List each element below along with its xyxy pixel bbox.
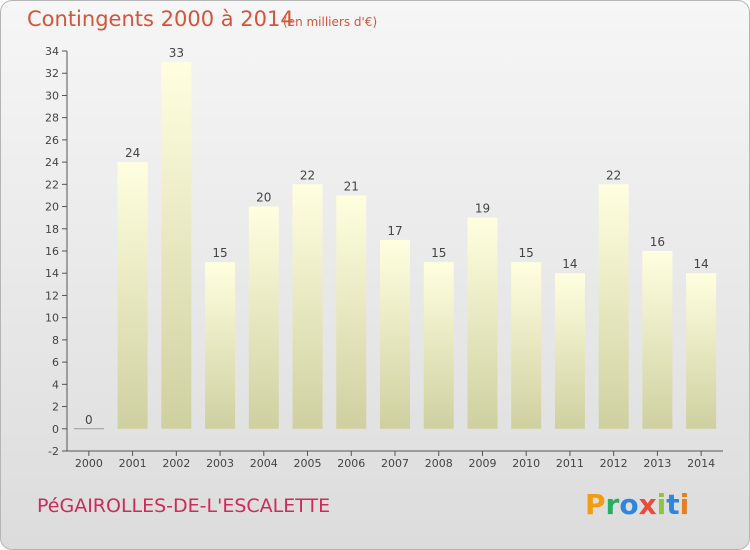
data-label: 22: [606, 168, 621, 182]
bar: [467, 217, 498, 429]
y-tick-label: 18: [45, 223, 59, 236]
bar: [686, 273, 717, 429]
data-label: 19: [475, 202, 490, 216]
commune-name: PéGAIROLLES-DE-L'ESCALETTE: [37, 495, 331, 517]
bar: [554, 273, 585, 429]
y-tick-label: 8: [52, 334, 59, 347]
logo-letter: r: [605, 488, 620, 521]
y-tick-label: 30: [45, 89, 59, 102]
data-label: 15: [431, 246, 446, 260]
bar: [205, 262, 236, 429]
data-label: 14: [693, 257, 708, 271]
x-tick-label: 2009: [468, 457, 496, 470]
y-tick-label: 32: [45, 67, 59, 80]
bar: [598, 184, 629, 429]
logo-letter: o: [619, 488, 639, 521]
bar: [423, 262, 454, 429]
bar: [292, 184, 323, 429]
y-tick-label: 12: [45, 289, 59, 302]
bar: [642, 251, 673, 429]
x-tick-label: 2005: [294, 457, 322, 470]
y-tick-label: -2: [48, 445, 59, 458]
y-tick-label: 10: [45, 312, 59, 325]
y-tick-label: 16: [45, 245, 59, 258]
proxiti-logo: Proxiti: [585, 488, 689, 521]
data-label: 33: [169, 46, 184, 60]
y-tick-label: 28: [45, 112, 59, 125]
x-tick-label: 2000: [75, 457, 103, 470]
y-tick-label: 34: [45, 45, 59, 58]
data-label: 21: [344, 179, 359, 193]
bar: [336, 195, 367, 429]
bar: [161, 62, 192, 429]
bar: [117, 162, 148, 429]
y-tick-label: 14: [45, 267, 59, 280]
data-label: 22: [300, 168, 315, 182]
x-tick-label: 2011: [556, 457, 584, 470]
x-tick-label: 2006: [337, 457, 365, 470]
y-tick-label: 24: [45, 156, 59, 169]
chart-subtitle: (en milliers d'€): [283, 15, 378, 29]
logo-letter: i: [679, 488, 690, 521]
bar: [248, 206, 279, 429]
chart-title: Contingents 2000 à 2014: [27, 7, 294, 31]
logo-letter: t: [666, 488, 680, 521]
x-tick-label: 2014: [687, 457, 715, 470]
logo-letter: x: [638, 488, 657, 521]
y-tick-label: 26: [45, 134, 59, 147]
x-tick-label: 2013: [643, 457, 671, 470]
x-tick-label: 2010: [512, 457, 540, 470]
x-tick-label: 2002: [162, 457, 190, 470]
x-tick-label: 2003: [206, 457, 234, 470]
y-tick-label: 20: [45, 201, 59, 214]
data-label: 15: [519, 246, 534, 260]
x-tick-label: 2001: [119, 457, 147, 470]
y-tick-label: 22: [45, 178, 59, 191]
bar: [511, 262, 542, 429]
x-tick-label: 2012: [600, 457, 628, 470]
data-label: 14: [562, 257, 577, 271]
y-tick-label: 2: [52, 401, 59, 414]
data-label: 17: [387, 224, 402, 238]
y-tick-label: 4: [52, 378, 59, 391]
data-label: 24: [125, 146, 140, 160]
data-label: 20: [256, 191, 271, 205]
y-tick-label: 6: [52, 356, 59, 369]
data-label: 15: [212, 246, 227, 260]
y-tick-label: 0: [52, 423, 59, 436]
bar: [380, 239, 410, 429]
logo-letter: P: [585, 488, 606, 521]
x-tick-label: 2007: [381, 457, 409, 470]
data-label: 0: [85, 413, 93, 427]
x-tick-label: 2008: [425, 457, 453, 470]
logo-letter: i: [656, 488, 667, 521]
x-tick-label: 2004: [250, 457, 278, 470]
data-label: 16: [650, 235, 665, 249]
